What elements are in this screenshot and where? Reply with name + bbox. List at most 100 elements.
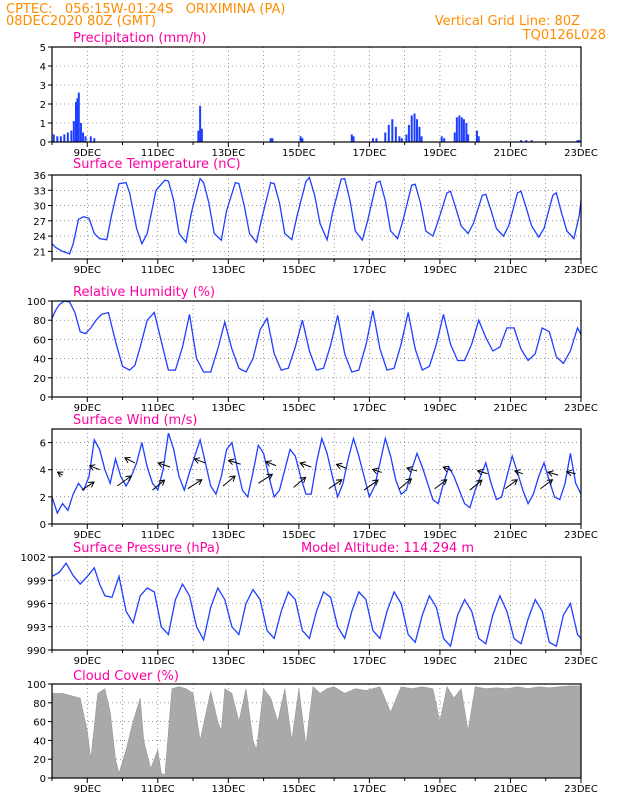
precip-bar	[74, 102, 77, 142]
wind-arrow-head	[193, 457, 201, 464]
y-tick-label: 80	[33, 316, 46, 327]
precip-bar	[375, 138, 378, 142]
wind-arrow-head	[88, 481, 95, 488]
y-tick-label: 21	[33, 247, 46, 258]
x-tick-label: 17DEC	[353, 265, 387, 276]
precip-bar	[56, 136, 59, 142]
precip-bar	[84, 136, 87, 142]
wind-arrow-head	[158, 479, 166, 486]
wind-arrow-head	[125, 475, 133, 482]
wind-arrow	[565, 469, 576, 477]
y-tick-label: 1	[40, 119, 46, 130]
y-tick-label: 0	[40, 774, 46, 785]
x-tick-label: 19DEC	[423, 265, 457, 276]
precip-bar	[371, 138, 374, 142]
panel-title: Surface Wind (m/s)	[73, 413, 197, 428]
wind-arrow	[406, 466, 418, 473]
cloud-area	[51, 685, 582, 779]
precip-bar	[465, 123, 468, 142]
precip-bar	[387, 124, 390, 142]
x-tick-label: 15DEC	[282, 784, 316, 795]
x-tick-label: 9DEC	[74, 403, 101, 414]
wind-arrow-shaft	[328, 479, 343, 490]
precip-bar	[89, 136, 92, 142]
panel-title: Surface Temperature (nC)	[73, 157, 241, 172]
rh-line	[51, 300, 582, 373]
wind-arrow	[504, 479, 518, 490]
precip-bar	[525, 140, 528, 142]
x-tick-label: 13DEC	[211, 148, 245, 159]
y-tick-label: 60	[33, 718, 46, 729]
x-tick-label: 23DEC	[564, 530, 598, 541]
wind-arrow-head	[565, 469, 573, 477]
x-tick-label: 19DEC	[423, 530, 457, 541]
precip-bar	[76, 98, 79, 142]
wind-arrow	[328, 479, 343, 490]
wind-arrow-head	[371, 467, 379, 475]
x-tick-label: 21DEC	[494, 265, 528, 276]
precip-bar	[460, 117, 463, 142]
precip-bar	[72, 121, 75, 142]
wind-arrow-shaft	[514, 470, 523, 475]
x-tick-label: 15DEC	[282, 656, 316, 667]
wind-arrow-head	[513, 469, 521, 476]
panel-frame	[51, 428, 582, 525]
wind-arrow	[88, 464, 100, 471]
x-tick-label: 21DEC	[494, 656, 528, 667]
wind-arrow-head	[546, 479, 554, 486]
wind-arrow	[187, 479, 203, 490]
y-tick-label: 60	[33, 335, 46, 346]
x-tick-label: 11DEC	[141, 784, 175, 795]
y-tick-label: 2	[40, 100, 46, 111]
x-tick-label: 9DEC	[74, 530, 101, 541]
panel-frame	[51, 300, 582, 398]
precip-bar	[391, 119, 394, 142]
wind-arrow	[335, 462, 347, 470]
wind-arrow-shaft	[89, 465, 100, 471]
panel-title: Surface Pressure (hPa)	[73, 541, 220, 556]
x-tick-label: 13DEC	[211, 656, 245, 667]
wind-arrow	[152, 479, 166, 491]
wind-arrow	[540, 479, 554, 490]
wind-arrow	[116, 475, 133, 487]
wind-arrow-shaft	[265, 461, 277, 467]
y-tick-label: 4	[40, 466, 46, 477]
wind-arrow-shaft	[124, 457, 136, 464]
wind-arrow-shaft	[152, 479, 165, 491]
wind-arrow-shaft	[372, 468, 382, 473]
wind-arrow-shaft	[399, 478, 412, 490]
wind-arrow	[363, 479, 379, 491]
wind-arrow-shaft	[293, 476, 306, 488]
panel-frame	[51, 683, 582, 779]
wind-arrow-head	[299, 461, 307, 468]
x-tick-label: 23DEC	[564, 403, 598, 414]
precip-bar	[443, 138, 446, 142]
wind-arrow-head	[547, 470, 554, 477]
y-tick-label: 1002	[21, 553, 46, 564]
precip-bar	[394, 126, 397, 142]
wind-arrow-shaft	[258, 473, 273, 484]
wind-arrow	[222, 475, 236, 487]
chart-panels: 0 1 2 3 4 5 9DEC 11DEC 13DEC 15DEC 17DEC 19DEC 21DEC…	[21, 31, 598, 795]
wind-arrow	[434, 479, 448, 490]
panel-title: Precipitation (mm/h)	[73, 31, 206, 46]
wind-arrow-head	[511, 479, 518, 486]
wind-arrow	[265, 460, 277, 467]
x-tick-label: 9DEC	[74, 784, 101, 795]
wind-arrow-shaft	[504, 479, 518, 490]
pres-line	[51, 562, 582, 648]
panel-title: Relative Humidity (%)	[73, 285, 215, 300]
wind-arrow-shaft	[300, 462, 312, 468]
precip-bar	[475, 130, 478, 142]
wind-arrow-head	[195, 479, 203, 486]
wind-arrow	[476, 468, 488, 476]
x-tick-label: 21DEC	[494, 530, 528, 541]
y-tick-label: 40	[33, 736, 46, 747]
wind-arrow-shaft	[566, 471, 576, 475]
wind-arrow	[81, 481, 95, 491]
x-tick-label: 11DEC	[141, 148, 175, 159]
vertical-grid-note: Vertical Grid Line: 80Z	[435, 14, 580, 29]
x-tick-label: 9DEC	[74, 656, 101, 667]
